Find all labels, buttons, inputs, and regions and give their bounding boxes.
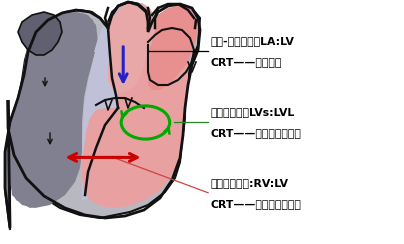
Polygon shape bbox=[82, 30, 188, 208]
Text: 心房-心室失协调LA:LV: 心房-心室失协调LA:LV bbox=[210, 37, 294, 46]
Polygon shape bbox=[5, 12, 98, 230]
Text: CRT——机械运动再协调: CRT——机械运动再协调 bbox=[210, 128, 301, 138]
Text: 心室间失协调:RV:LV: 心室间失协调:RV:LV bbox=[210, 178, 288, 188]
Text: 心室内失协调LVs:LVL: 心室内失协调LVs:LVL bbox=[210, 107, 295, 117]
Text: CRT——电学上的再协调: CRT——电学上的再协调 bbox=[210, 199, 301, 209]
Polygon shape bbox=[18, 12, 62, 55]
Polygon shape bbox=[82, 18, 140, 200]
Text: CRT——房室协调: CRT——房室协调 bbox=[210, 57, 282, 67]
Polygon shape bbox=[148, 5, 198, 90]
Polygon shape bbox=[108, 3, 155, 92]
Polygon shape bbox=[5, 2, 200, 230]
Polygon shape bbox=[5, 12, 96, 230]
